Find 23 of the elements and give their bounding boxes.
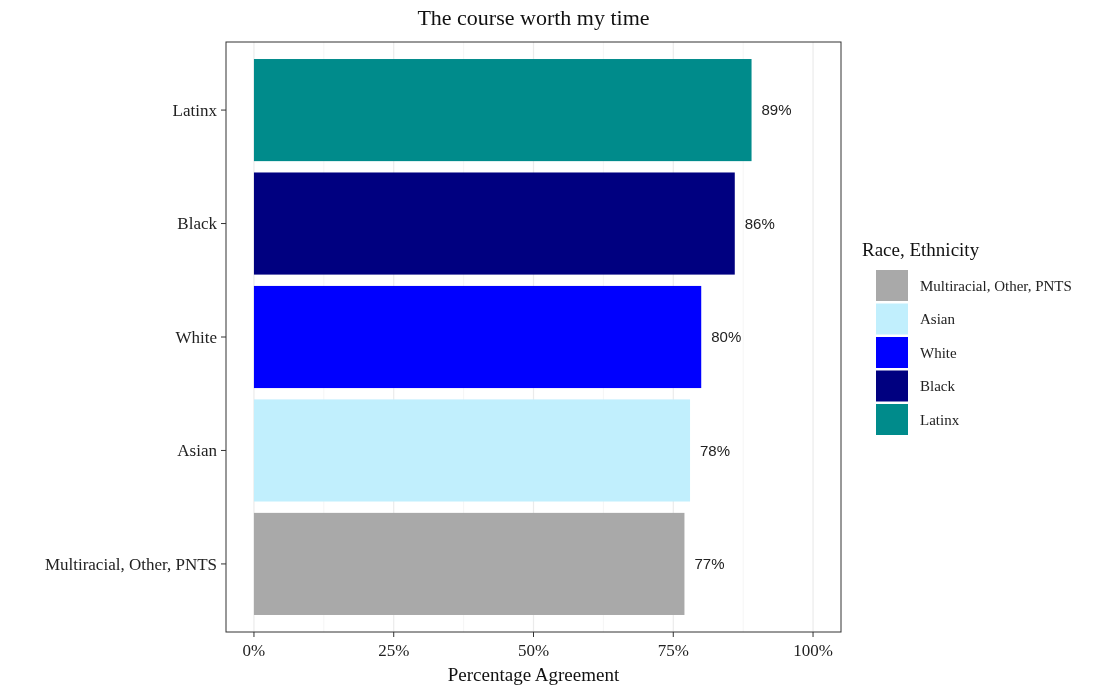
y-tick-label: Asian — [177, 441, 218, 461]
x-tick-label: 25% — [378, 641, 410, 660]
legend-label: Black — [920, 378, 956, 395]
y-tick-label: Multiracial, Other, PNTS — [44, 554, 217, 574]
x-tick-label: 100% — [793, 641, 833, 660]
legend-title: Race, Ethnicity — [862, 239, 980, 260]
y-tick-label: Latinx — [172, 101, 218, 121]
chart-title: The course worth my time — [417, 5, 650, 30]
x-tick-label: 0% — [242, 641, 266, 660]
x-tick-label: 50% — [517, 641, 550, 660]
legend-label: Multiracial, Other, PNTS — [920, 277, 1072, 294]
x-axis-title: Percentage Agreement — [447, 664, 620, 685]
legend-label: White — [920, 344, 957, 361]
data-label: 78% — [700, 441, 731, 459]
legend-label: Latinx — [920, 411, 960, 428]
data-label: 77% — [694, 555, 725, 573]
x-tick-label: 75% — [657, 641, 689, 660]
data-label: 80% — [711, 328, 742, 346]
y-tick-label: Black — [177, 214, 218, 234]
data-label: 86% — [744, 214, 775, 232]
legend-label: Asian — [920, 311, 956, 328]
data-label: 89% — [761, 101, 792, 119]
y-tick-label: White — [175, 327, 217, 347]
